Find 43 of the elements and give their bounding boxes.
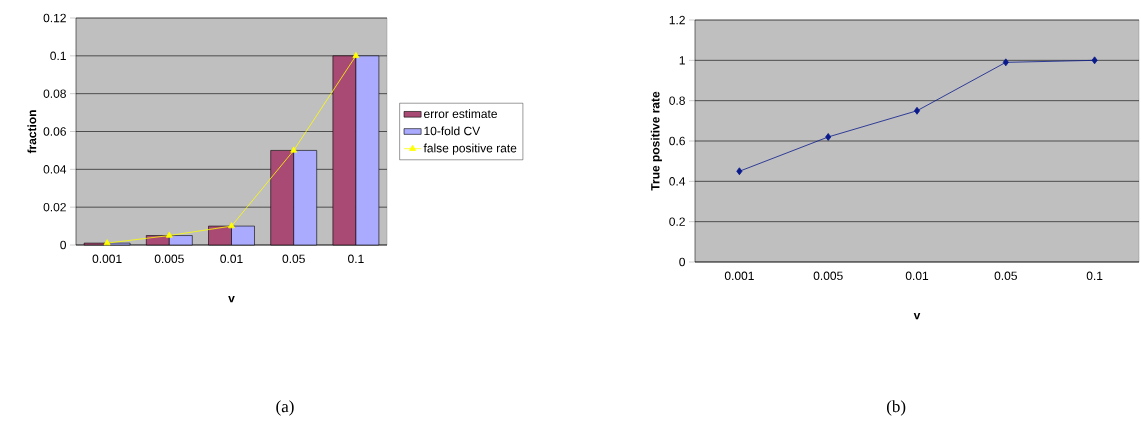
y-tick-label: 0.6 (669, 136, 685, 146)
x-axis-title: v (913, 312, 921, 320)
x-tick-label: 0.05 (282, 254, 305, 264)
y-tick-label: 0.08 (43, 89, 66, 98)
y-axis-title: True positive rate (650, 91, 662, 191)
point (290, 146, 298, 153)
y-tick-label: 0.04 (43, 165, 67, 174)
y-tick-label: 0.06 (43, 127, 66, 136)
y-tick-label: 1.2 (669, 15, 685, 25)
y-tick-label: 0.02 (43, 202, 66, 212)
x-tick-label: 0.001 (92, 254, 122, 264)
y-tick-label: 1 (679, 56, 685, 65)
point (1002, 58, 1009, 67)
x-tick-label: 0.1 (348, 254, 364, 264)
text: (b) (886, 400, 906, 416)
point (1091, 56, 1098, 65)
legend-label: false positive rate (423, 143, 517, 155)
y-tick-label: 0.8 (669, 96, 685, 105)
y-tick-label: 0 (679, 257, 686, 267)
y-axis-title: fraction (27, 110, 37, 154)
x-tick-label: 0.01 (220, 254, 243, 264)
x-tick-label: 0.05 (994, 271, 1017, 281)
x-tick-label: 0.005 (813, 271, 843, 281)
y-tick-label: 0.1 (50, 51, 66, 61)
point (736, 167, 743, 176)
x-tick-label: 0.005 (154, 254, 184, 264)
x-tick-label: 0.01 (905, 271, 929, 281)
point (103, 239, 111, 246)
text: (a) (276, 400, 294, 416)
y-tick-label: 0.4 (669, 177, 686, 186)
x-tick-label: 0.1 (1086, 271, 1103, 281)
y-tick-label: 0 (60, 240, 67, 250)
legend-label: error estimate (424, 109, 497, 119)
point (352, 51, 360, 58)
legend-label: 10-fold CV (424, 126, 481, 136)
y-tick-label: 0.12 (43, 13, 66, 23)
y-tick-label: 0.2 (669, 217, 685, 226)
point (825, 133, 832, 141)
x-axis-title: v (228, 295, 235, 303)
x-tick-label: 0.001 (724, 271, 754, 281)
point (165, 231, 173, 238)
point (913, 106, 921, 115)
point (228, 222, 235, 229)
